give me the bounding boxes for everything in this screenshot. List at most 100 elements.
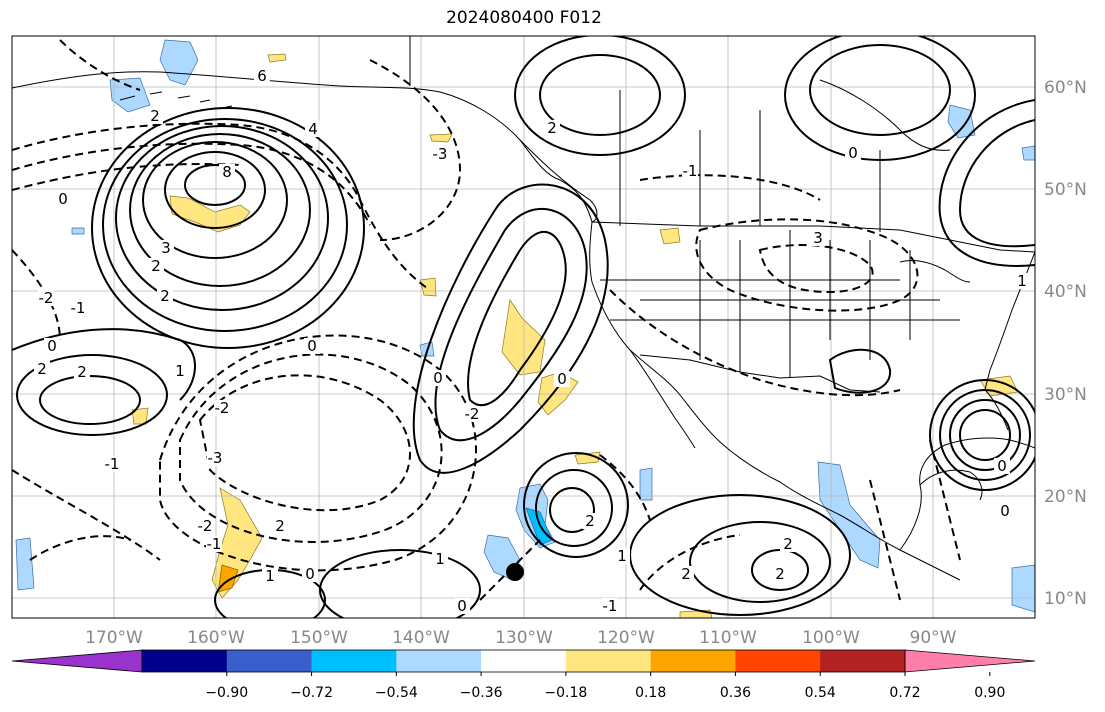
- map-title: 2024080400 F012: [446, 8, 602, 28]
- contour-ne-arc-2: [938, 99, 1035, 267]
- contour-label-bg: [432, 146, 448, 162]
- contour-label-bg: [994, 458, 1010, 474]
- baja: [629, 349, 696, 449]
- latitude-label: 10°N: [1044, 589, 1087, 609]
- colorbar-tick-label: 0.72: [889, 685, 920, 701]
- contour-label-bg: [430, 370, 446, 386]
- contour-high-1: [184, 164, 246, 206]
- contour-ridge-3: [412, 183, 609, 474]
- contour-label: -1: [603, 597, 618, 615]
- contour-label: -3: [208, 449, 223, 467]
- contour-label: 0: [997, 457, 1007, 475]
- colorbar-tick-label: 0.18: [635, 685, 666, 701]
- contour-label-bg: [810, 230, 826, 246]
- colorbar-segment: [820, 650, 906, 672]
- yellow-shade-small4: [131, 407, 149, 425]
- contour-label-bg: [544, 120, 560, 136]
- blue-shade-small2: [639, 467, 653, 501]
- dashed-7: [12, 469, 161, 561]
- contour-label: 2: [37, 360, 47, 378]
- contour-label-bg: [38, 290, 54, 306]
- contour-label-bg: [172, 363, 188, 379]
- colorbar-labels: −0.90 −0.72 −0.54 −0.36 −0.18 0.18 0.36 0.54 0.7…: [205, 672, 1005, 701]
- latitude-label: 60°N: [1044, 78, 1087, 98]
- contour-north-2: [514, 36, 686, 156]
- contour-label: 3: [161, 239, 171, 257]
- colorbar-tick-label: −0.54: [375, 685, 418, 701]
- contour-label: 2: [150, 107, 160, 125]
- yellow-shade-small2: [429, 133, 453, 143]
- contour-label: 0: [848, 144, 858, 162]
- contour-high-6: [102, 118, 348, 332]
- blue-shade-small5: [1021, 145, 1035, 161]
- contour-gulf-2: [949, 399, 1021, 471]
- longitude-label: 130°W: [495, 628, 553, 648]
- blue-shade-small3: [15, 537, 35, 591]
- contour-label: 0: [557, 370, 567, 388]
- longitude-label: 150°W: [290, 628, 348, 648]
- bc-coast: [519, 139, 593, 223]
- contour-label: 2: [547, 119, 557, 137]
- yellow-shade-coast: [501, 299, 546, 376]
- dashed-11: [609, 289, 901, 397]
- longitude-label: 160°W: [187, 628, 245, 648]
- contour-ep-2: [535, 469, 613, 547]
- contour-lines: [12, 36, 1035, 618]
- contour-label: -2: [39, 289, 54, 307]
- colorbar-segment: [226, 650, 313, 672]
- dashed-5: [179, 353, 443, 543]
- longitude-label: 140°W: [392, 628, 450, 648]
- contour-label: -1: [207, 535, 222, 553]
- contour-west-2: [16, 354, 168, 436]
- contour-label: 0: [1000, 502, 1010, 520]
- contour-label-bg: [55, 191, 71, 207]
- dashed-6: [159, 334, 477, 572]
- contour-ne-arc-1: [958, 119, 1035, 248]
- contour-label-bg: [602, 598, 618, 614]
- contour-label-bg: [34, 361, 50, 377]
- contour-label-bg: [74, 364, 90, 380]
- latitude-label: 30°N: [1044, 385, 1087, 405]
- contour-label-bg: [158, 240, 174, 256]
- contour-label: 8: [222, 163, 232, 181]
- contour-label: -2: [198, 517, 213, 535]
- colorbar-tick-label: −0.36: [460, 685, 503, 701]
- contour-label: -1: [105, 455, 120, 473]
- contour-high-2: [164, 151, 266, 229]
- contour-label: 2: [160, 287, 170, 305]
- blue-shade-caribbean: [1011, 564, 1035, 613]
- colorbar-tick-label: 0.54: [805, 685, 836, 701]
- contour-label-bg: [148, 258, 164, 274]
- longitude-label: 110°W: [699, 628, 757, 648]
- dashed-4: [198, 374, 411, 512]
- contour-west-band: [12, 328, 196, 401]
- contour-ridge-1: [467, 230, 567, 407]
- contour-ep-1: [549, 487, 595, 533]
- alaska-coast: [12, 71, 598, 223]
- contour-label: 0: [305, 565, 315, 583]
- contour-label-bg: [432, 551, 448, 567]
- contour-label: -1: [683, 162, 698, 180]
- contour-label-bg: [207, 450, 223, 466]
- blue-shade-mexico-coast: [817, 461, 881, 569]
- blue-shade-small4: [71, 227, 85, 235]
- contour-s-2: [319, 549, 481, 618]
- contour-label: 3: [813, 229, 823, 247]
- contour-label-bg: [997, 503, 1013, 519]
- colorbar-segment: [650, 650, 736, 672]
- contour-label-bg: [304, 338, 320, 354]
- contour-gulf-4: [929, 379, 1035, 491]
- dashed-1: [12, 122, 431, 291]
- contour-label-bg: [44, 338, 60, 354]
- blue-shade-hudson: [947, 104, 976, 139]
- colorbar-tick-label: 0.36: [720, 685, 751, 701]
- contour-label-bg: [254, 68, 270, 84]
- contour-label: 1: [265, 567, 275, 585]
- colorbar-segment: [481, 650, 567, 672]
- contour-label-bg: [780, 536, 796, 552]
- contour-label-bg: [197, 518, 213, 534]
- dashed-9: [369, 59, 462, 241]
- florida: [984, 389, 1009, 431]
- contour-high-5: [115, 125, 329, 311]
